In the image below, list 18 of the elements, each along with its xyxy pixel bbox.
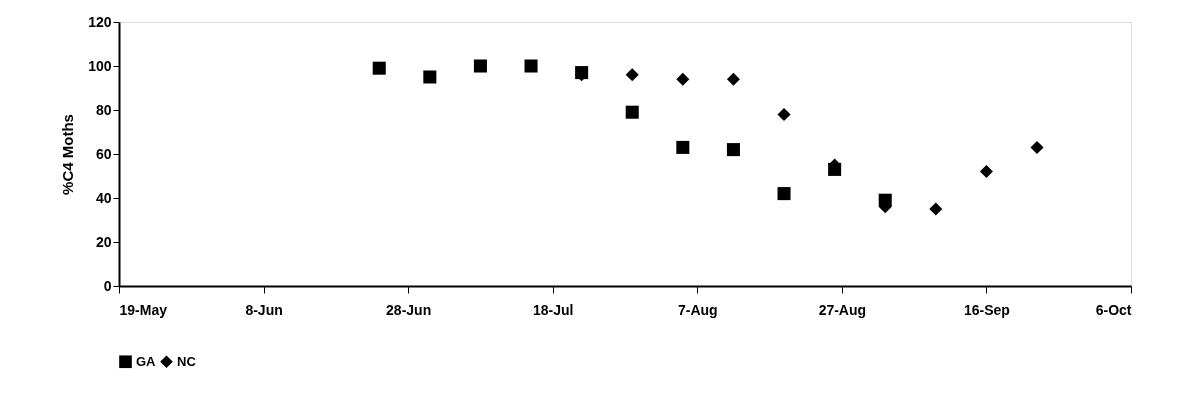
y-tick-label: 0 [103, 277, 112, 294]
x-tick-label: 6-Oct [1095, 301, 1132, 318]
x-tick-label: 19-May [119, 301, 168, 318]
x-tick-label: 7-Aug [677, 301, 718, 318]
y-tick-label: 120 [88, 13, 112, 30]
x-tick-label: 16-Sep [963, 301, 1010, 318]
x-tick-label: 28-Jun [386, 301, 432, 318]
y-tick-label: 40 [95, 189, 112, 206]
legend-label: NC [177, 353, 197, 369]
legend-label: GA [136, 353, 157, 369]
y-tick-label: 100 [88, 57, 112, 74]
x-tick-label: 27-Aug [818, 301, 867, 318]
y-tick-label: 20 [95, 233, 112, 250]
y-tick-label: 80 [95, 101, 112, 118]
y-axis-title: %C4 Moths [59, 114, 77, 195]
x-tick-label: 8-Jun [245, 301, 283, 318]
y-tick-label: 60 [95, 145, 112, 162]
x-tick-label: 18-Jul [532, 301, 574, 318]
